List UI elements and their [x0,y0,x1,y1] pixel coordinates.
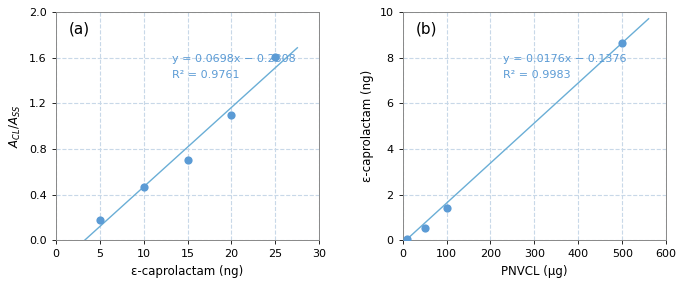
Y-axis label: $A_{CL}/A_{SS}$: $A_{CL}/A_{SS}$ [8,104,23,148]
Text: y = 0.0176x − 0.1376
R² = 0.9983: y = 0.0176x − 0.1376 R² = 0.9983 [503,54,626,80]
X-axis label: PNVCL (μg): PNVCL (μg) [501,265,568,278]
Point [226,112,237,117]
Text: y = 0.0698x − 0.2308
R² = 0.9761: y = 0.0698x − 0.2308 R² = 0.9761 [172,54,295,80]
Point [419,225,430,230]
Point [401,237,412,241]
Text: (b): (b) [416,21,437,36]
Point [95,217,105,222]
Point [138,184,149,189]
Point [441,205,452,210]
Text: (a): (a) [69,21,90,36]
Y-axis label: ε-caprolactam (ng): ε-caprolactam (ng) [361,70,374,182]
Point [616,41,627,45]
Point [270,54,281,59]
Point [182,158,193,163]
X-axis label: ε-caprolactam (ng): ε-caprolactam (ng) [132,265,244,278]
